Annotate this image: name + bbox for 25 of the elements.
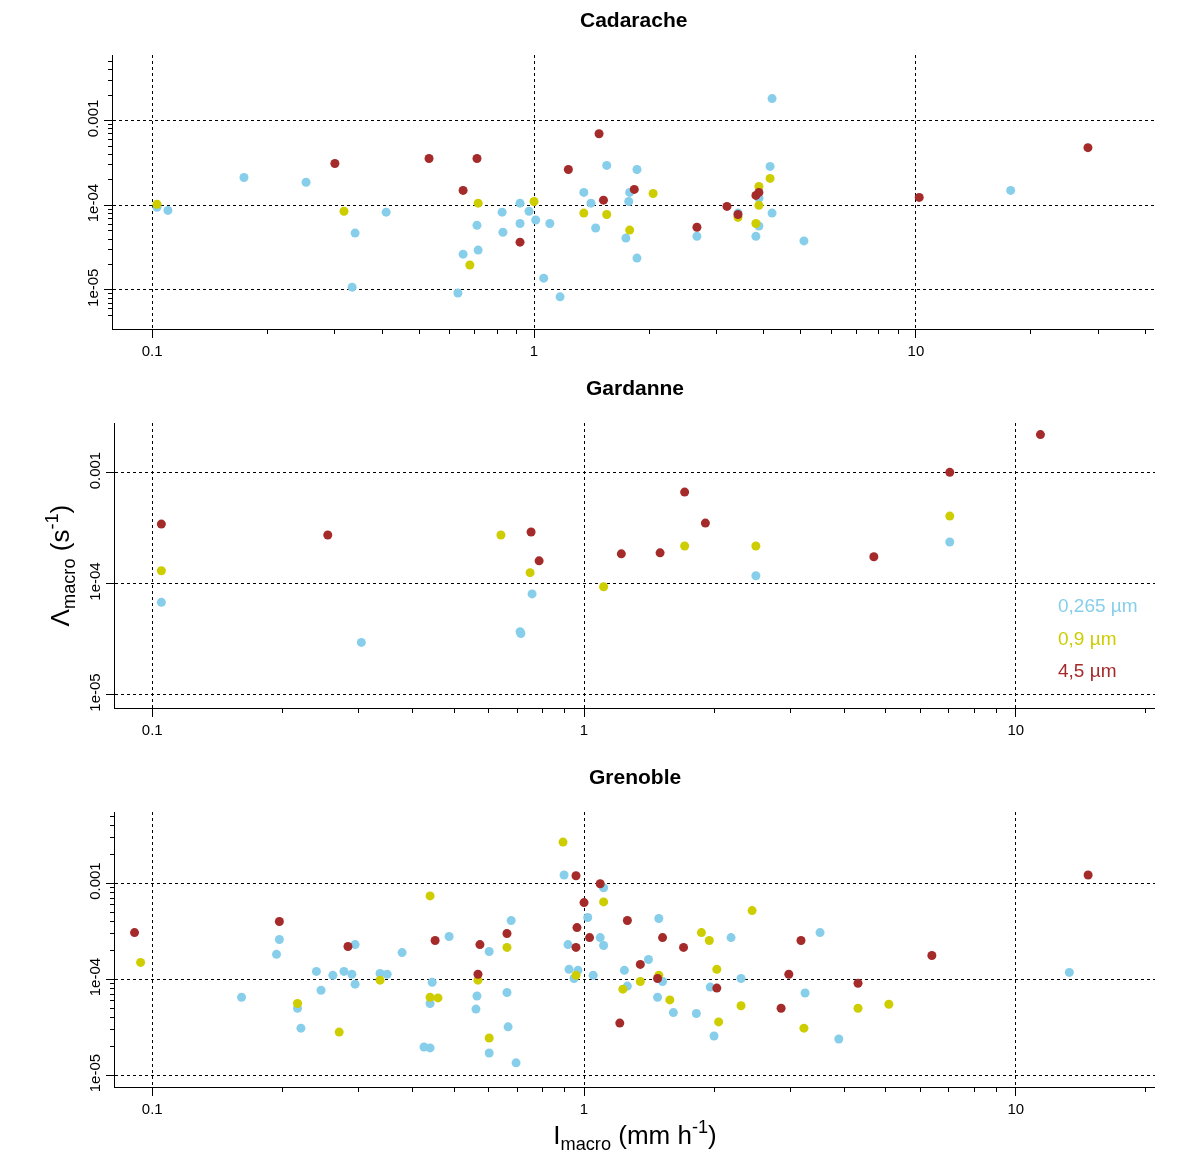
y-tick-label: 0.001 (86, 451, 103, 490)
x-tick-label: 1 (579, 720, 589, 738)
x-tick-label: 1 (579, 1100, 589, 1118)
y-tick-label: 0.001 (86, 862, 103, 900)
y-tick-label: 0.001 (84, 99, 101, 138)
x-tick-label: 0.1 (141, 720, 163, 738)
y-tick-label: 1e-05 (84, 268, 101, 307)
x-tick-label: 10 (1007, 720, 1025, 738)
x-tick-label: 1 (529, 341, 539, 359)
y-tick-label: 1e-04 (86, 957, 103, 997)
x-axis-title: I$_{macro}$ (mm h$^{-1}$) (553, 1117, 717, 1154)
y-tick-label: 1e-04 (86, 562, 103, 601)
chart-title: Grenoble (589, 765, 682, 788)
x-tick-label: 0.1 (141, 1100, 163, 1118)
text: 0,9 µm (1058, 628, 1117, 649)
x-tick-label: 10 (907, 341, 925, 359)
text: 0,265 µm (1058, 595, 1138, 616)
chart-title: Gardanne (586, 376, 685, 399)
x-tick-label: 10 (1007, 1100, 1025, 1118)
x-tick-label: 0.1 (141, 341, 163, 359)
chart-title: Cadarache (580, 8, 688, 31)
text: 4,5 µm (1058, 660, 1117, 681)
y-tick-label: 1e-05 (86, 673, 103, 712)
y-tick-label: 1e-05 (86, 1053, 103, 1093)
y-tick-label: 1e-04 (84, 183, 101, 223)
